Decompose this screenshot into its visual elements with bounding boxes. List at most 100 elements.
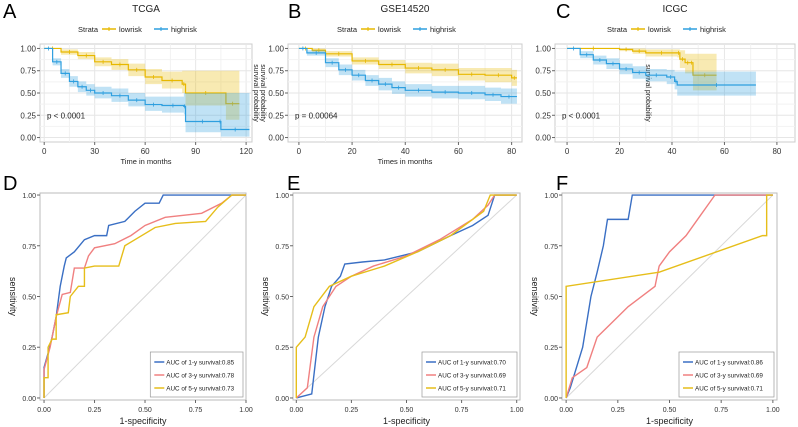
panel-letter: A: [3, 1, 17, 23]
survival-curve-highrisk: [567, 47, 756, 86]
x-tick-label: 0.25: [345, 407, 359, 414]
chart-title: TCGA: [132, 4, 160, 15]
p-value-annotation: p = 0.00064: [295, 111, 338, 120]
roc-curve-roc-3y: [43, 194, 246, 398]
x-tick-label: 0.00: [289, 407, 303, 414]
confidence-band-highrisk: [567, 48, 756, 96]
y-tick-label: 0.50: [535, 89, 551, 98]
x-axis-label: 1-specificity: [383, 416, 431, 426]
panel-letter: F: [556, 173, 568, 195]
roc-curve-roc-5y: [565, 194, 773, 398]
x-tick-label: 0.50: [663, 407, 677, 414]
y-tick-label: 1.00: [22, 193, 36, 200]
y-tick-label: 0.25: [22, 345, 36, 352]
y-tick-label: 0.75: [22, 244, 36, 251]
p-value-annotation: p < 0.0001: [47, 111, 86, 120]
legend-label: AUC of 1-y survival:0.86: [695, 360, 763, 367]
y-axis-label: survival probability: [252, 64, 259, 122]
legend-label-lowrisk: lowrisk: [648, 25, 671, 34]
y-tick-label: 0.00: [544, 396, 558, 403]
legend-label-highrisk: highrisk: [430, 25, 456, 34]
y-tick-label: 0.75: [535, 67, 551, 76]
legend-label: AUC of 5-y survival:0.71: [438, 386, 506, 393]
x-tick-label: 20: [615, 147, 624, 156]
y-tick-label: 1.00: [544, 193, 558, 200]
y-axis-label: sensitivity: [261, 277, 271, 317]
legend-label: AUC of 1-y survival:0.70: [438, 360, 506, 367]
panel-letter: B: [288, 1, 301, 23]
diagonal-reference-line: [295, 194, 518, 399]
y-tick-label: 0.00: [20, 134, 36, 143]
panel-d: D 0.00 0.25 0.50 0.75 1.00 0.00 0.25 0.50 0.75 1.0…: [3, 173, 253, 426]
x-tick-label: 0.25: [88, 407, 102, 414]
y-tick-label: 0.25: [535, 111, 551, 120]
legend-label: AUC of 3-y survival:0.78: [166, 373, 234, 380]
y-tick-label: 1.00: [20, 44, 36, 53]
confidence-band-lowrisk: [298, 48, 517, 86]
x-tick-label: 20: [348, 147, 357, 156]
x-tick-label: 0.25: [611, 407, 625, 414]
y-tick-label: 0.50: [268, 89, 284, 98]
y-axis-label: survival probability: [644, 64, 651, 122]
x-tick-label: 30: [90, 147, 99, 156]
confidence-band-lowrisk: [44, 48, 240, 120]
chart-title: ICGC: [663, 4, 688, 15]
y-tick-label: 0.00: [275, 396, 289, 403]
survival-curve-lowrisk: [298, 47, 517, 79]
y-tick-label: 0.75: [268, 67, 284, 76]
roc-curve-roc-3y: [565, 194, 773, 399]
x-tick-label: 60: [141, 147, 150, 156]
legend-label: AUC of 1-y survival:0.85: [166, 360, 234, 367]
x-tick-label: 90: [191, 147, 200, 156]
x-tick-label: 0.00: [37, 407, 51, 414]
panel-c: C 0 20 40 60 80 0.00 0.25 0.50 0.75 1.00 survival p…: [535, 1, 796, 156]
panel-letter: E: [287, 173, 300, 195]
legend-label: AUC of 5-y survival:0.71: [695, 386, 763, 393]
panel-a: A 0 30 60 90 120 0.00 0.25 0.50 0.75 1.00 Time in m…: [3, 1, 259, 166]
roc-curve-roc-5y: [43, 194, 246, 398]
panel-letter: C: [556, 1, 570, 23]
confidence-band-highrisk: [44, 48, 250, 137]
legend-title: Strata: [78, 25, 99, 34]
panel-letter: D: [3, 173, 17, 195]
legend-title: Strata: [337, 25, 358, 34]
y-tick-label: 0.25: [268, 111, 284, 120]
p-value-annotation: p < 0.0001: [562, 111, 601, 120]
legend-title: Strata: [607, 25, 628, 34]
y-tick-label: 0.25: [275, 345, 289, 352]
roc-curve-roc-1y: [565, 194, 773, 399]
chart-title: GSE14520: [381, 4, 430, 15]
y-tick-label: 0.25: [544, 345, 558, 352]
x-tick-label: 0: [297, 147, 302, 156]
y-tick-label: 0.75: [544, 244, 558, 251]
x-tick-label: 0.00: [559, 407, 573, 414]
y-tick-label: 0.25: [20, 111, 36, 120]
legend-box: [678, 351, 775, 398]
legend-label: AUC of 5-y survival:0.73: [166, 386, 234, 393]
y-tick-label: 1.00: [268, 44, 284, 53]
x-tick-label: 0.75: [714, 407, 728, 414]
legend-label-highrisk: highrisk: [171, 25, 197, 34]
legend-label: AUC of 3-y survival:0.69: [438, 373, 506, 380]
x-tick-label: 0.75: [189, 407, 203, 414]
panel-b: B 0 20 40 60 80 0.00 0.25 0.50 0.75 1.00 Times in m…: [259, 1, 523, 166]
x-axis-label: 1-specificity: [119, 416, 167, 426]
x-tick-label: 0: [565, 147, 570, 156]
y-tick-label: 0.50: [275, 295, 289, 302]
x-axis-label: Time in months: [121, 157, 172, 166]
x-tick-label: 120: [239, 147, 253, 156]
y-axis-label: sensitivity: [8, 277, 18, 317]
x-tick-label: 60: [454, 147, 463, 156]
x-axis-label: 1-specificity: [646, 416, 694, 426]
survival-curve-highrisk: [44, 47, 250, 131]
legend-label: AUC of 3-y survival:0.69: [695, 373, 763, 380]
diagonal-reference-line: [565, 194, 774, 399]
roc-curve-roc-3y: [295, 194, 517, 399]
x-tick-label: 1.00: [239, 407, 253, 414]
x-tick-label: 0: [42, 147, 47, 156]
x-tick-label: 80: [772, 147, 781, 156]
x-tick-label: 40: [401, 147, 410, 156]
y-axis-label: sensitivity: [530, 277, 540, 317]
diagonal-reference-line: [43, 194, 247, 399]
y-tick-label: 0.00: [535, 134, 551, 143]
